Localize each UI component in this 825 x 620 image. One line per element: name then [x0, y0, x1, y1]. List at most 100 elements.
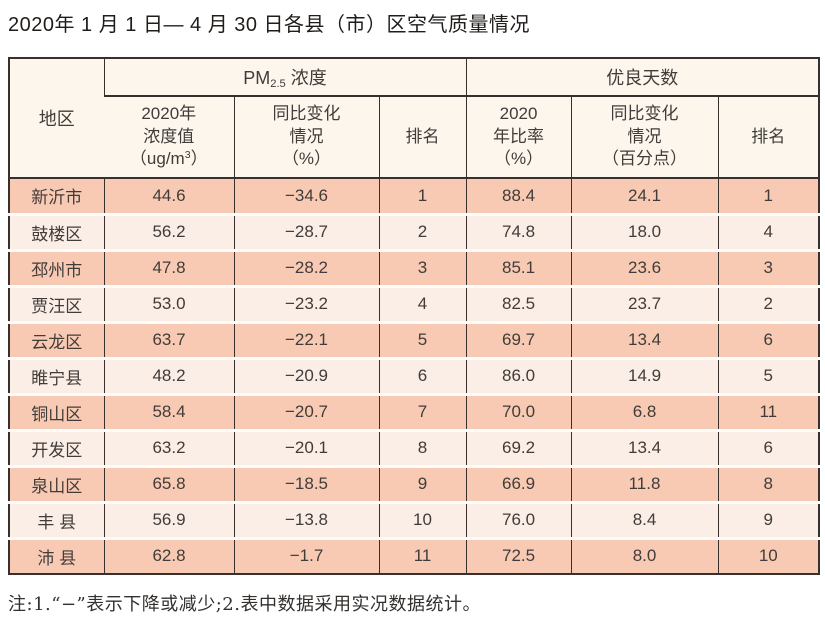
- header-group-row: 地区 PM2.5 浓度 优良天数: [9, 58, 820, 179]
- cell-pm25-change: −1.7: [233, 536, 379, 574]
- cell-good-ratio: 76.0: [465, 500, 572, 538]
- cell-pm25-change: −20.1: [233, 428, 379, 466]
- page-title: 2020年 1 月 1 日— 4 月 30 日各县（市）区空气质量情况: [8, 14, 531, 36]
- cell-good-ratio: 72.5: [465, 536, 572, 574]
- cell-pm25-value: 56.2: [103, 212, 234, 250]
- cell-good-ratio: 69.7: [465, 320, 572, 358]
- header-pm25-group: PM2.5 浓度: [103, 58, 467, 97]
- cell-good-rank: 10: [717, 536, 820, 574]
- cell-region: 泉山区: [9, 464, 104, 502]
- cell-good-change: 14.9: [570, 356, 719, 394]
- footnote: 注:1.“−”表示下降或减少;2.表中数据采用实况数据统计。: [8, 594, 481, 615]
- cell-pm25-rank: 6: [378, 356, 467, 394]
- cell-region: 开发区: [9, 428, 104, 466]
- cell-good-rank: 4: [717, 212, 820, 250]
- header-pm25-change: 同比变化 情况 （%）: [233, 96, 379, 179]
- cell-pm25-rank: 11: [378, 536, 467, 574]
- cell-good-ratio: 74.8: [465, 212, 572, 250]
- cell-good-rank: 9: [717, 500, 820, 538]
- pm25-unit-sup: 3: [184, 149, 191, 162]
- header-good-ratio: 2020 年比率 （%）: [465, 96, 572, 179]
- pm25-label-suffix: 浓度: [285, 68, 327, 88]
- header-pm25-value: 2020年 浓度值 （ug/m3）: [104, 96, 234, 179]
- cell-good-rank: 1: [717, 178, 820, 214]
- cell-good-rank: 6: [717, 428, 820, 466]
- cell-good-ratio: 70.0: [465, 392, 572, 430]
- cell-good-rank: 11: [717, 392, 820, 430]
- table-row: 睢宁县 48.2 −20.9 6 86.0 14.9 5: [9, 356, 820, 394]
- header-good-days-group: 优良天数: [465, 58, 820, 97]
- table-row: 开发区 63.2 −20.1 8 69.2 13.4 6: [9, 428, 820, 466]
- table-row: 沛 县 62.8 −1.7 11 72.5 8.0 10: [9, 536, 820, 574]
- cell-good-ratio: 82.5: [465, 284, 572, 322]
- cell-region: 睢宁县: [9, 356, 104, 394]
- cell-good-change: 18.0: [570, 212, 719, 250]
- pm25-label-prefix: PM: [243, 68, 271, 88]
- table-row: 泉山区 65.8 −18.5 9 66.9 11.8 8: [9, 464, 820, 502]
- cell-good-ratio: 86.0: [465, 356, 572, 394]
- header-good-change: 同比变化 情况 （百分点）: [570, 96, 719, 179]
- cell-good-change: 24.1: [570, 178, 719, 214]
- cell-pm25-change: −23.2: [233, 284, 379, 322]
- cell-pm25-value: 58.4: [103, 392, 234, 430]
- cell-pm25-rank: 1: [378, 178, 467, 214]
- table-row: 丰 县 56.9 −13.8 10 76.0 8.4 9: [9, 500, 820, 538]
- cell-region: 贾汪区: [9, 284, 104, 322]
- pm25-label-sub: 2.5: [270, 77, 286, 90]
- cell-pm25-value: 62.8: [103, 536, 234, 574]
- cell-good-rank: 2: [717, 284, 820, 322]
- cell-pm25-value: 65.8: [103, 464, 234, 502]
- cell-pm25-value: 63.2: [103, 428, 234, 466]
- cell-good-change: 8.4: [570, 500, 719, 538]
- cell-pm25-change: −28.2: [233, 248, 379, 286]
- cell-good-ratio: 66.9: [465, 464, 572, 502]
- cell-good-ratio: 69.2: [465, 428, 572, 466]
- cell-pm25-rank: 9: [378, 464, 467, 502]
- cell-good-change: 11.8: [570, 464, 719, 502]
- cell-good-ratio: 85.1: [465, 248, 572, 286]
- table-row: 贾汪区 53.0 −23.2 4 82.5 23.7 2: [9, 284, 820, 322]
- cell-region: 邳州市: [9, 248, 104, 286]
- cell-region: 云龙区: [9, 320, 104, 358]
- cell-good-change: 8.0: [570, 536, 719, 574]
- cell-pm25-rank: 5: [378, 320, 467, 358]
- cell-good-change: 13.4: [570, 320, 719, 358]
- cell-region: 沛 县: [9, 536, 104, 574]
- cell-good-change: 23.7: [570, 284, 719, 322]
- cell-pm25-rank: 8: [378, 428, 467, 466]
- cell-region: 新沂市: [9, 178, 104, 214]
- table-row: 铜山区 58.4 −20.7 7 70.0 6.8 11: [9, 392, 820, 430]
- table-row: 云龙区 63.7 −22.1 5 69.7 13.4 6: [9, 320, 820, 358]
- cell-pm25-value: 47.8: [103, 248, 234, 286]
- cell-pm25-rank: 2: [378, 212, 467, 250]
- cell-pm25-value: 63.7: [103, 320, 234, 358]
- cell-pm25-change: −22.1: [233, 320, 379, 358]
- cell-pm25-value: 56.9: [103, 500, 234, 538]
- pm25-unit-prefix: （ug/m: [129, 149, 185, 169]
- cell-pm25-rank: 4: [378, 284, 467, 322]
- cell-good-change: 6.8: [570, 392, 719, 430]
- table-row: 新沂市 44.6 −34.6 1 88.4 24.1 1: [9, 178, 820, 214]
- pm25-unit-suffix: ）: [190, 149, 208, 169]
- cell-good-rank: 5: [717, 356, 820, 394]
- air-quality-table: 地区 PM2.5 浓度 优良天数 2020年 浓度值 （ug/m3） 同比变化 情…: [8, 57, 821, 575]
- header-good-rank: 排名: [717, 96, 820, 179]
- cell-pm25-change: −28.7: [233, 212, 379, 250]
- cell-pm25-rank: 10: [378, 500, 467, 538]
- cell-good-rank: 6: [717, 320, 820, 358]
- cell-good-change: 13.4: [570, 428, 719, 466]
- cell-pm25-change: −34.6: [233, 178, 379, 214]
- cell-region: 铜山区: [9, 392, 104, 430]
- cell-pm25-value: 44.6: [103, 178, 234, 214]
- cell-pm25-change: −18.5: [233, 464, 379, 502]
- cell-good-rank: 3: [717, 248, 820, 286]
- cell-pm25-rank: 3: [378, 248, 467, 286]
- table-body: 新沂市 44.6 −34.6 1 88.4 24.1 1 鼓楼区 56.2 −28.7 2 74.8 1…: [9, 178, 820, 574]
- cell-good-change: 23.6: [570, 248, 719, 286]
- table-row: 鼓楼区 56.2 −28.7 2 74.8 18.0 4: [9, 212, 820, 250]
- pm25-value-lines: 2020年 浓度值: [141, 104, 197, 146]
- cell-pm25-value: 48.2: [103, 356, 234, 394]
- cell-good-ratio: 88.4: [465, 178, 572, 214]
- cell-pm25-value: 53.0: [103, 284, 234, 322]
